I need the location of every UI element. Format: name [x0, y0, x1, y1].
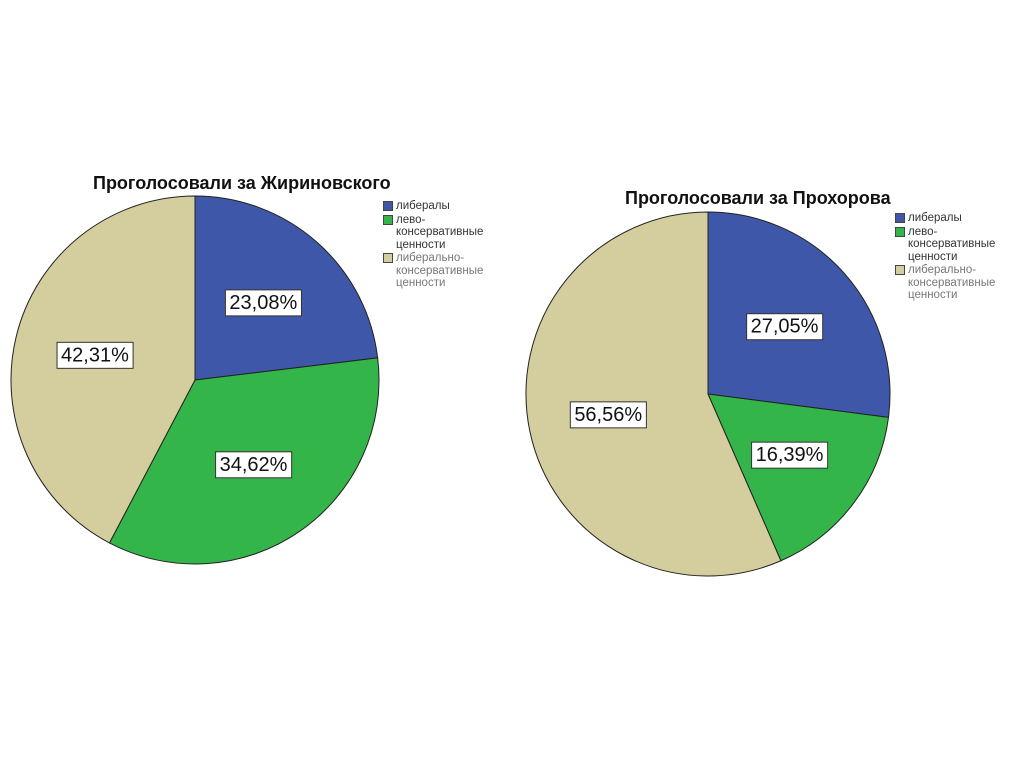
- slice-label-group: 27,05%: [746, 313, 824, 341]
- legend-label: лево- консервативные ценности: [908, 225, 996, 263]
- legend-swatch: [383, 214, 393, 225]
- slice-label-group: 56,56%: [569, 401, 647, 429]
- legend-item: лево- консервативные ценности: [383, 214, 483, 252]
- slice-label: 56,56%: [574, 404, 642, 426]
- pie-slice: [194, 195, 379, 381]
- legend-label: либералы: [908, 212, 962, 224]
- legend-item: либералы: [895, 212, 995, 225]
- slice-label-box: [224, 289, 302, 317]
- legend-label: либерально- консервативные ценности: [908, 264, 996, 301]
- legend-label: либерально- консервативные ценности: [396, 252, 484, 289]
- legend: либералы лево- консервативные ценности либ…: [383, 200, 483, 291]
- legend-item: либерально- консервативные ценности: [895, 264, 995, 302]
- legend-swatch: [383, 201, 393, 211]
- slice-label: 27,05%: [751, 316, 819, 338]
- slice-label-group: 42,31%: [56, 341, 134, 369]
- pie-chart-prokhorov: Проголосовали за Прохорова 27,05% 16,39% 5…: [512, 0, 1024, 767]
- pie-svg: 23,08% 34,62% 42,31%: [10, 195, 380, 565]
- slice-label-group: 34,62%: [215, 451, 293, 479]
- slice-label-group: 23,08%: [224, 289, 302, 317]
- pie-slice: [707, 393, 890, 562]
- pie-svg: 27,05% 16,39% 56,56%: [525, 211, 891, 577]
- legend-item: либерально- консервативные ценности: [383, 252, 483, 290]
- legend-swatch: [895, 265, 905, 275]
- pie-slice: [525, 211, 782, 577]
- slice-label-box: [215, 451, 293, 479]
- slice-label: 42,31%: [61, 344, 129, 366]
- slice-label-box: [746, 313, 824, 341]
- slice-label-box: [569, 401, 647, 429]
- slice-label-box: [56, 341, 134, 369]
- legend-item: лево- консервативные ценности: [895, 226, 995, 264]
- legend-swatch: [383, 253, 393, 263]
- legend-swatch: [895, 213, 905, 223]
- pie-chart-zhirinovsky: Проголосовали за Жириновского 23,08% 34,6…: [10, 173, 483, 565]
- chart-title: Проголосовали за Жириновского: [93, 173, 391, 193]
- slice-label: 16,39%: [756, 444, 824, 466]
- slice-label: 23,08%: [229, 292, 297, 314]
- legend: либералы лево- консервативные ценности либ…: [895, 212, 995, 303]
- chart-title: Проголосовали за Прохорова: [625, 188, 891, 208]
- legend-swatch: [895, 226, 905, 237]
- legend-label: либералы: [396, 200, 450, 212]
- pie-slice: [10, 195, 196, 544]
- legend-label: лево- консервативные ценности: [396, 213, 484, 251]
- slice-label-box: [751, 441, 829, 469]
- slice-label: 34,62%: [220, 454, 288, 476]
- legend-item: либералы: [383, 200, 483, 213]
- slice-label-group: 16,39%: [751, 441, 829, 469]
